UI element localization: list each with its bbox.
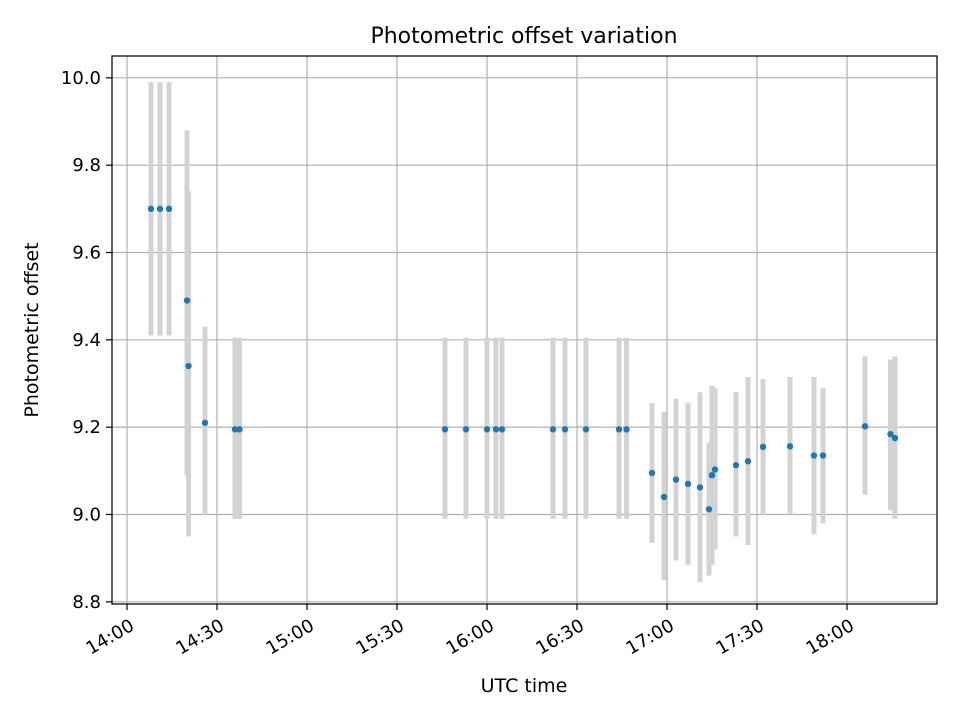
- data-point: [165, 205, 173, 213]
- data-point: [819, 452, 827, 459]
- data-point: [744, 458, 752, 465]
- grid-lines: [112, 56, 937, 604]
- data-point: [615, 426, 623, 433]
- plot-frame: [111, 55, 938, 605]
- data-point: [156, 205, 164, 213]
- y-axis-label: Photometric offset: [21, 242, 43, 417]
- data-point: [786, 443, 794, 450]
- data-point: [582, 426, 590, 433]
- data-point: [732, 461, 740, 469]
- data-point: [891, 434, 899, 442]
- data-point: [185, 362, 192, 370]
- y-tick-label: 10.0: [61, 68, 101, 89]
- data-point: [492, 426, 500, 433]
- y-tick-label: 9.4: [72, 330, 101, 351]
- data-point: [708, 471, 716, 479]
- data-point: [147, 205, 155, 213]
- y-tick-label: 9.0: [72, 504, 101, 525]
- data-point: [231, 426, 239, 433]
- data-point: [696, 484, 704, 491]
- data-point: [861, 423, 869, 430]
- data-point: [660, 493, 668, 501]
- data-point: [623, 426, 630, 433]
- data-point: [810, 452, 818, 459]
- data-point: [711, 466, 719, 473]
- data-point: [759, 443, 767, 451]
- data-point: [498, 426, 506, 433]
- data-points: [147, 205, 899, 513]
- x-axis-label: UTC time: [481, 675, 568, 697]
- data-point: [483, 426, 491, 433]
- y-tick-label: 9.6: [72, 242, 101, 263]
- data-point: [705, 506, 713, 513]
- data-point: [561, 426, 569, 433]
- data-point: [549, 426, 557, 433]
- data-point: [462, 426, 470, 433]
- chart-title: Photometric offset variation: [370, 24, 677, 49]
- data-point: [672, 476, 680, 483]
- data-point: [887, 430, 894, 438]
- data-point: [441, 426, 449, 433]
- y-tick-label: 8.8: [72, 592, 101, 613]
- y-axis-ticks: 8.8 9.0 9.2 9.4 9.6 9.8 10.0: [61, 68, 112, 613]
- data-point: [183, 297, 191, 304]
- data-point: [236, 426, 243, 433]
- data-point: [684, 480, 692, 488]
- data-point: [648, 469, 656, 477]
- data-point: [201, 419, 209, 426]
- y-tick-label: 9.2: [72, 417, 101, 438]
- y-tick-label: 9.8: [72, 155, 101, 176]
